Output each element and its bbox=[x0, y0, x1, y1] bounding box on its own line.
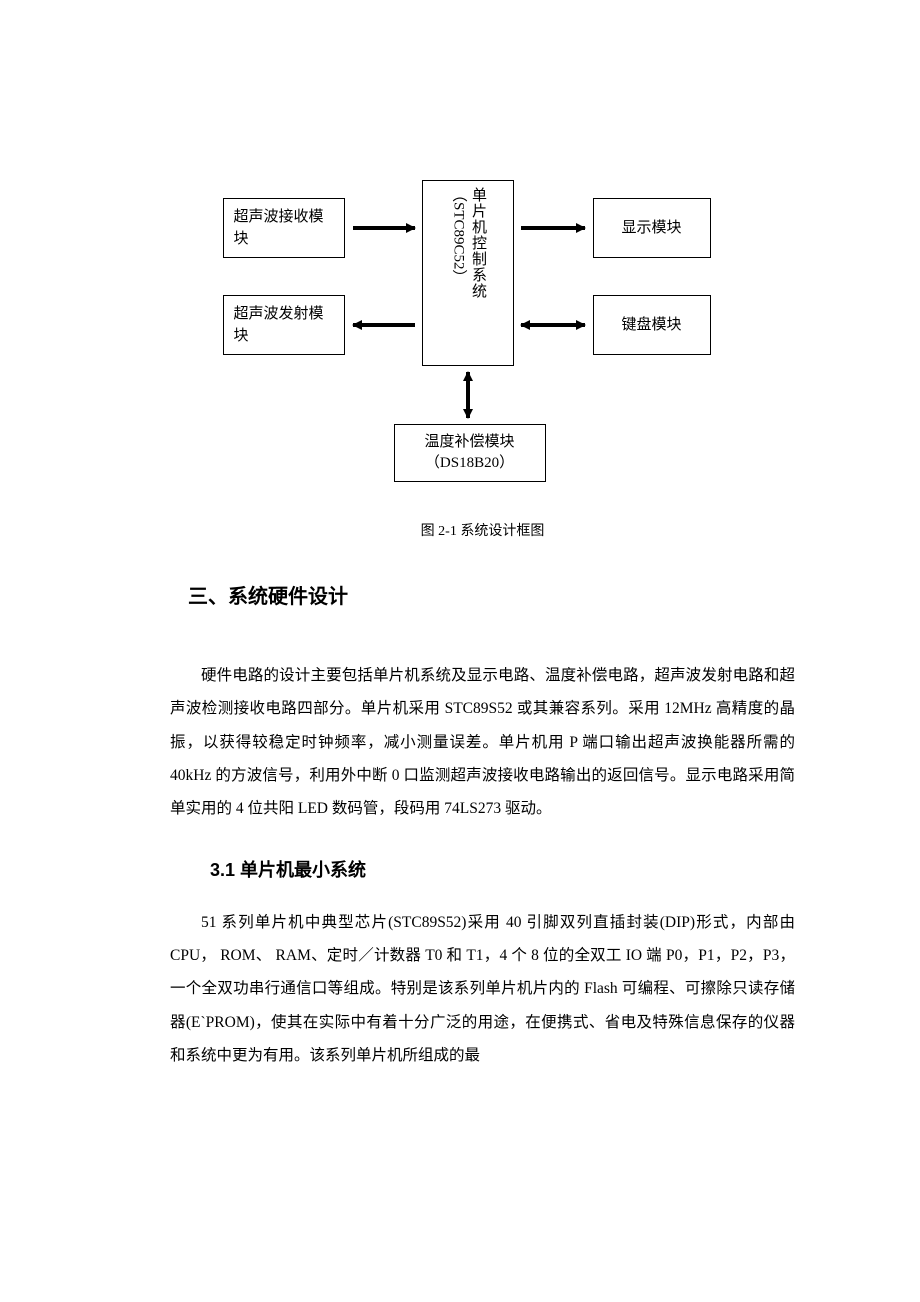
mcu-subtitle: （STC89C52） bbox=[448, 187, 468, 359]
box-display: 显示模块 bbox=[593, 198, 711, 258]
document-page: 超声波接收模块 超声波发射模块 显示模块 键盘模块 （STC89C52） 单片机… bbox=[0, 0, 920, 1302]
heading-section-3: 三、系统硬件设计 bbox=[188, 580, 795, 609]
system-block-diagram: 超声波接收模块 超声波发射模块 显示模块 键盘模块 （STC89C52） 单片机… bbox=[213, 180, 753, 500]
heading-3-1: 3.1 单片机最小系统 bbox=[210, 856, 795, 882]
paragraph-2: 51 系列单片机中典型芯片(STC89S52)采用 40 引脚双列直插封装(DI… bbox=[170, 906, 795, 1073]
box-label: 键盘模块 bbox=[621, 314, 681, 337]
box-label: 超声波发射模块 bbox=[234, 303, 334, 348]
box-keyboard: 键盘模块 bbox=[593, 295, 711, 355]
box-label: 显示模块 bbox=[621, 217, 681, 240]
box-temp: 温度补偿模块 （DS18B20） bbox=[394, 424, 546, 482]
box-ultrasonic-tx: 超声波发射模块 bbox=[223, 295, 345, 355]
mcu-title: 单片机控制系统 bbox=[468, 187, 488, 359]
box-ultrasonic-rx: 超声波接收模块 bbox=[223, 198, 345, 258]
box-label: 超声波接收模块 bbox=[234, 206, 334, 251]
paragraph-1: 硬件电路的设计主要包括单片机系统及显示电路、温度补偿电路，超声波发射电路和超声波… bbox=[170, 659, 795, 826]
diagram-caption: 图 2-1 系统设计框图 bbox=[170, 520, 795, 540]
box-mcu: （STC89C52） 单片机控制系统 bbox=[422, 180, 514, 366]
temp-line2: （DS18B20） bbox=[425, 453, 514, 474]
temp-line1: 温度补偿模块 bbox=[424, 432, 514, 453]
